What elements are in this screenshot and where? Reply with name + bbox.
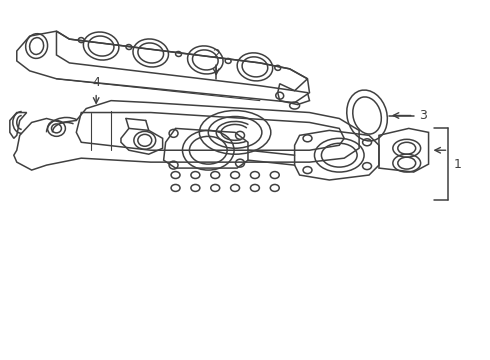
Text: 3: 3 [418,109,426,122]
Text: 4: 4 [92,76,100,89]
Text: 2: 2 [212,48,220,61]
Text: 1: 1 [453,158,461,171]
